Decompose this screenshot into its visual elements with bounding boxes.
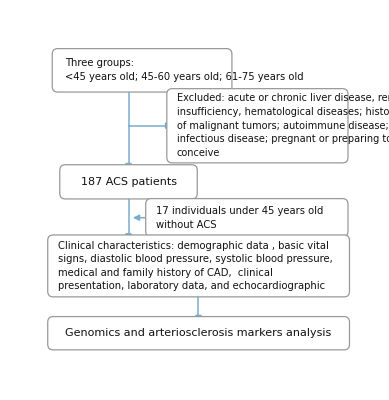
Text: 187 ACS patients: 187 ACS patients (81, 177, 177, 187)
Text: Excluded: acute or chronic liver disease, renal
insufficiency, hematological dis: Excluded: acute or chronic liver disease… (177, 94, 389, 158)
FancyBboxPatch shape (48, 316, 349, 350)
FancyBboxPatch shape (52, 49, 232, 92)
FancyBboxPatch shape (167, 89, 348, 163)
FancyBboxPatch shape (48, 235, 349, 297)
FancyBboxPatch shape (60, 165, 197, 199)
Text: Three groups:
<45 years old; 45-60 years old; 61-75 years old: Three groups: <45 years old; 45-60 years… (65, 58, 304, 82)
Text: 17 individuals under 45 years old
without ACS: 17 individuals under 45 years old withou… (156, 206, 323, 230)
Text: Genomics and arteriosclerosis markers analysis: Genomics and arteriosclerosis markers an… (65, 328, 331, 338)
FancyBboxPatch shape (146, 199, 348, 237)
Text: Clinical characteristics: demographic data , basic vital
signs, diastolic blood : Clinical characteristics: demographic da… (58, 241, 333, 292)
